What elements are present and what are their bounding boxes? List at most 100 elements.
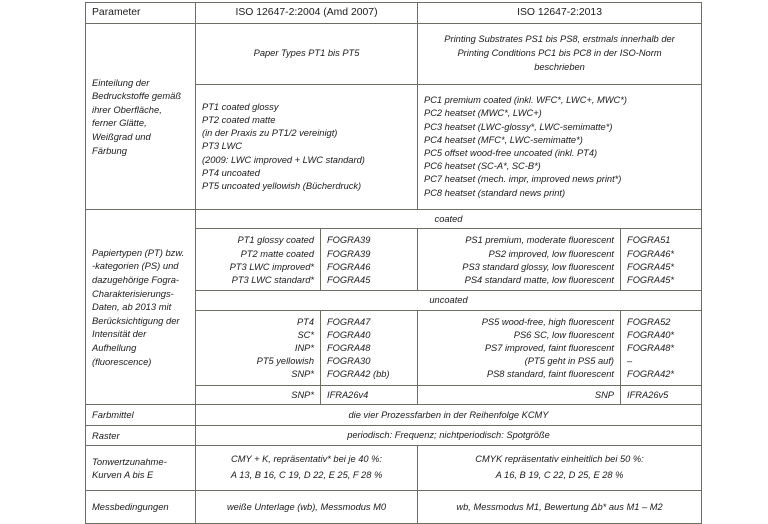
mess-2004-value: weiße Unterlage (wb), Messmodus M0 [194,490,419,524]
table-row-tonwertzunahme: Tonwertzunahme- Kurven A bis E CMY + K, … [85,445,703,492]
table-row-band-uncoated: uncoated [86,290,703,311]
comparison-table-page: Parameter ISO 12647-2:2004 (Amd 2007) IS… [85,2,703,524]
tonwert-line: A 13, B 16, C 19, D 22, E 25, F 28 % [230,470,383,481]
iso-comparison-table: Parameter ISO 12647-2:2004 (Amd 2007) IS… [85,2,703,524]
param-line: Weißgrad und [92,131,151,143]
fogra-item: FOGRA30 [327,356,371,367]
intro-2004-paper-types: Paper Types PT1 bis PT5 [194,22,419,85]
tonwert-line: CMY + K, repräsentativ* bei je 40 %: [231,454,382,465]
parameter-tonwertzunahme: Tonwertzunahme- Kurven A bis E [85,445,196,492]
fogra-item: FOGRA45* [627,274,675,285]
pc-item: PC8 heatset (standard news print) [424,187,566,198]
intro-2013-printing-substrates: Printing Substrates PS1 bis PS8, erstmal… [417,22,703,85]
tonwert-line: A 16, B 19, C 22, D 25, E 28 % [495,470,624,481]
table-row-ifra: SNP* IFRA26v4 SNP IFRA26v5 [86,384,703,405]
param-line: ferner Glätte, [92,117,147,129]
fogra-item: FOGRA45 [327,274,371,285]
pc-item: PC4 heatset (MFC*, LWC-semimatte*) [424,134,583,145]
fogra-item: FOGRA48 [327,342,371,353]
fogra-item: FOGRA47 [327,316,371,327]
param-line: Kurven A bis E [92,469,154,481]
intro-line: Printing Substrates PS1 bis PS8, erstmal… [444,34,675,45]
pt-list: PT1 coated glossy PT2 coated matte (in d… [202,101,411,193]
pt-item: (in der Praxis zu PT1/2 vereinigt) [202,128,338,139]
type-item: SC* [297,329,314,340]
param-line: Papiertypen (PT) bzw. [92,246,185,258]
pt-item: PT4 uncoated [202,167,260,178]
param-line: (fluorescence) [92,355,152,367]
type-item: PT5 yellowish [256,356,314,367]
band-coated: coated [194,208,703,230]
uncoated-2004-type-list: PT4 SC* INP* PT5 yellowish SNP* [202,316,314,382]
type-item: PT3 LWC standard* [231,274,314,285]
pc-item: PC3 heatset (LWC-glossy*, LWC-semimatte*… [424,121,613,132]
coated-2013-fogra: FOGRA51 FOGRA46* FOGRA45* FOGRA45* [620,228,703,292]
fogra-item: FOGRA40 [327,329,371,340]
pc-item: PC6 heatset (SC-A*, SC-B*) [424,161,541,172]
parameter-raster: Raster [85,424,196,447]
tonwert-line: CMYK repräsentativ einheitlich bei 50 %: [475,454,644,465]
type-item: PS8 standard, faint fluorescent [486,369,615,380]
pt-item: (2009: LWC improved + LWC standard) [202,154,365,165]
type-item: PT3 LWC improved* [229,261,314,272]
table-row-messbedingungen: Messbedingungen weiße Unterlage (wb), Me… [85,490,703,524]
type-item: PT1 glossy coated [237,235,314,246]
mess-2013-value: wb, Messmodus M1, Bewertung Δb* aus M1 –… [417,490,703,524]
pc-item: PC7 heatset (mech. impr, improved news p… [424,174,622,185]
param-line: Daten, ab 2013 mit [92,301,172,313]
fogra-item: – [627,356,633,367]
ifra-2013-fogra: IFRA26v5 [620,384,703,405]
parameter-substrate-classification: Einteilung der Bedruckstoffe gemäß ihrer… [85,22,196,210]
ifra-2013-type: SNP [417,384,622,405]
header-iso-2013: ISO 12647-2:2013 [417,2,703,24]
fogra-item: FOGRA52 [627,316,671,327]
table-row-coated-data: PT1 glossy coated PT2 matte coated PT3 L… [86,228,703,292]
pc-item: PC2 heatset (MWC*, LWC+) [424,108,542,119]
table-row-farbmittel: Farbmittel die vier Prozessfarben in der… [85,403,703,426]
fogra-item: FOGRA51 [627,235,671,246]
fogra-item: FOGRA46 [327,261,371,272]
fogra-item: FOGRA42 (bb) [327,369,390,380]
type-item: SNP* [291,369,314,380]
fogra-item: FOGRA46* [627,248,675,259]
type-item: PS5 wood-free, high fluorescent [481,316,615,327]
pc-list: PC1 premium coated (inkl. WFC*, LWC+, MW… [424,94,695,200]
param-line: -kategorien (PS) und [92,260,179,272]
fogra-item: FOGRA42* [627,369,675,380]
tonwert-2013-lines: CMYK repräsentativ einheitlich bei 50 %:… [424,452,695,484]
type-item: PS2 improved, low fluorescent [488,248,615,259]
uncoated-2013-fogra-list: FOGRA52 FOGRA40* FOGRA48* – FOGRA42* [627,316,695,382]
pc-item: PC1 premium coated (inkl. WFC*, LWC+, MW… [424,95,627,106]
type-item: INP* [294,342,314,353]
pc-item: PC5 offset wood-free uncoated (inkl. PT4… [424,147,598,158]
parameter-fogra-lines: Papiertypen (PT) bzw. -kategorien (PS) u… [92,246,189,369]
coated-2013-fogra-list: FOGRA51 FOGRA46* FOGRA45* FOGRA45* [627,234,695,287]
raster-value: periodisch: Frequenz; nichtperiodisch: S… [194,424,703,447]
param-line: Bedruckstoffe gemäß [92,90,182,102]
coated-2013-types: PS1 premium, moderate fluorescent PS2 im… [417,228,622,292]
header-iso-2004: ISO 12647-2:2004 (Amd 2007) [194,2,419,24]
intro-line: Printing Conditions PC1 bis PC8 in der I… [457,47,662,58]
tonwert-2004-value: CMY + K, repräsentativ* bei je 40 %: A 1… [194,445,419,492]
type-item: (PT5 geht in PS5 auf) [524,356,615,367]
parameter-fogra-data: Papiertypen (PT) bzw. -kategorien (PS) u… [85,208,196,405]
fogra-item: FOGRA48* [627,342,675,353]
list-2013-printing-conditions: PC1 premium coated (inkl. WFC*, LWC+, MW… [417,83,703,210]
param-line: Einteilung der [92,76,150,88]
fogra-item: FOGRA40* [627,329,675,340]
type-item: PS6 SC, low fluorescent [513,329,615,340]
table-row-substrate-intro: Einteilung der Bedruckstoffe gemäß ihrer… [85,22,703,210]
param-line: Färbung [92,144,127,156]
table-row-band-coated: Papiertypen (PT) bzw. -kategorien (PS) u… [85,208,703,405]
param-line: Charakterisierungs- [92,287,174,299]
pt-item: PT1 coated glossy [202,101,279,112]
param-line: Tonwertzunahme- [92,455,167,467]
coated-2004-fogra: FOGRA39 FOGRA39 FOGRA46 FOGRA45 [319,228,419,292]
intro-line: beschrieben [534,61,585,72]
type-item: PT2 matte coated [240,248,314,259]
fogra-item: FOGRA45* [627,261,675,272]
header-parameter: Parameter [85,2,196,24]
tonwert-2013-value: CMYK repräsentativ einheitlich bei 50 %:… [417,445,703,492]
coated-2013-type-list: PS1 premium, moderate fluorescent PS2 im… [424,234,614,287]
table-header-row: Parameter ISO 12647-2:2004 (Amd 2007) IS… [85,2,703,24]
